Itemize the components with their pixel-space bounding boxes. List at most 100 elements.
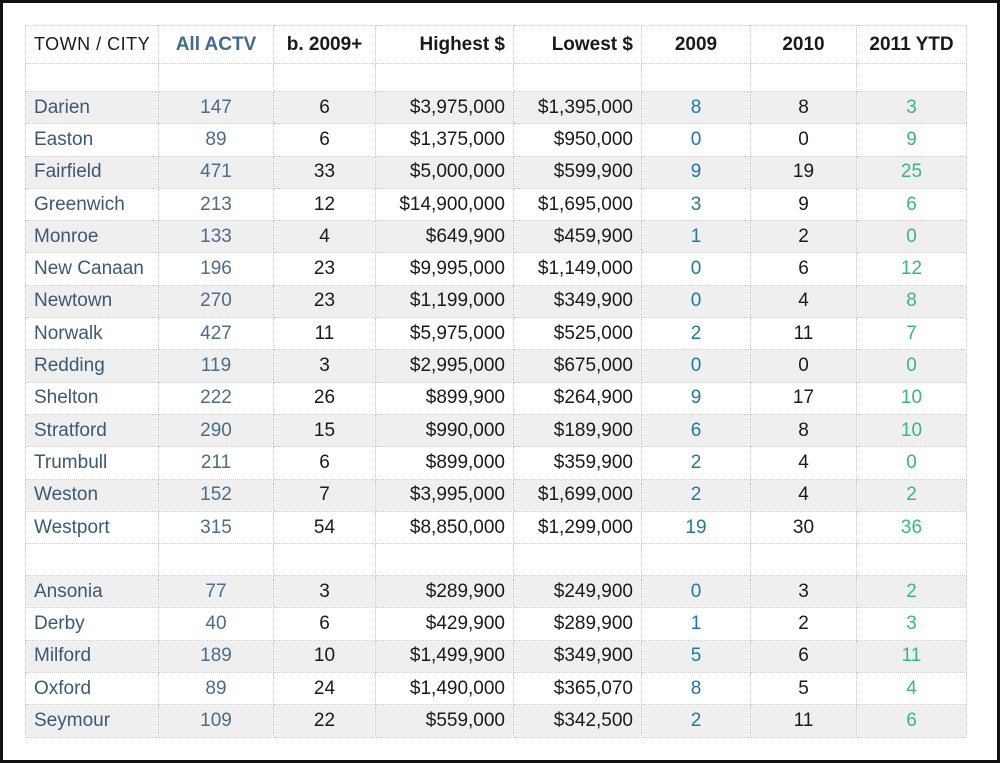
cell-all-actv: 77: [158, 575, 274, 609]
town-name-cell: Greenwich: [25, 187, 159, 222]
cell-b-2009: 3: [273, 349, 376, 383]
cell-b-2009: 23: [273, 252, 376, 286]
cell-highest: $1,490,000: [375, 672, 514, 706]
cell-all-actv: 89: [158, 123, 274, 157]
table-row-oxford: Oxford 89 24 $1,490,000 $365,070 8 5 4: [25, 672, 967, 706]
cell-2009: 2: [641, 446, 751, 480]
cell-all-actv: 89: [158, 672, 274, 706]
cell-b-2009: 24: [273, 672, 376, 706]
cell-2011-ytd: 11: [856, 639, 967, 674]
cell-2010: 30: [750, 510, 857, 545]
cell-lowest: $1,299,000: [513, 510, 642, 545]
cell-2010: 2: [750, 220, 857, 254]
table-row-norwalk: Norwalk 427 11 $5,975,000 $525,000 2 11 7: [25, 317, 967, 351]
column-header-2011-ytd: 2011 YTD: [856, 25, 967, 64]
cell-2010: 4: [750, 478, 857, 512]
table-row-weston: Weston 152 7 $3,995,000 $1,699,000 2 4 2: [25, 478, 967, 512]
cell-b-2009: 6: [273, 607, 376, 641]
column-header-2009: 2009: [641, 25, 751, 64]
spacer-cell: [25, 63, 159, 92]
cell-lowest: $599,900: [513, 155, 642, 189]
cell-lowest: $1,695,000: [513, 187, 642, 222]
cell-highest: $5,000,000: [375, 155, 514, 189]
header-spacer-row: [25, 63, 967, 92]
cell-2011-ytd: 4: [856, 672, 967, 706]
table-row-darien: Darien 147 6 $3,975,000 $1,395,000 8 8 3: [25, 90, 967, 125]
table-row-easton: Easton 89 6 $1,375,000 $950,000 0 0 9: [25, 123, 967, 157]
cell-lowest: $675,000: [513, 349, 642, 383]
cell-2009: 19: [641, 510, 751, 545]
cell-lowest: $289,900: [513, 607, 642, 641]
cell-b-2009: 6: [273, 446, 376, 480]
column-header-all-actv: All ACTV: [158, 25, 274, 64]
cell-lowest: $525,000: [513, 317, 642, 351]
town-name-cell: Trumbull: [25, 446, 159, 480]
cell-highest: $14,900,000: [375, 187, 514, 222]
cell-2009: 1: [641, 607, 751, 641]
cell-b-2009: 22: [273, 704, 376, 738]
cell-highest: $1,375,000: [375, 123, 514, 157]
cell-2011-ytd: 36: [856, 510, 967, 545]
table-row-trumbull: Trumbull 211 6 $899,000 $359,900 2 4 0: [25, 446, 967, 480]
table-body: Darien 147 6 $3,975,000 $1,395,000 8 8 3 Easton 8…: [25, 90, 967, 738]
cell-2011-ytd: 3: [856, 607, 967, 641]
cell-lowest: $459,900: [513, 220, 642, 254]
cell-2009: 2: [641, 478, 751, 512]
cell-all-actv: 109: [158, 704, 274, 738]
cell-highest: $3,975,000: [375, 90, 514, 125]
cell-all-actv: 119: [158, 349, 274, 383]
spacer-cell: [25, 543, 159, 577]
cell-2009: 6: [641, 413, 751, 448]
cell-2010: 17: [750, 381, 857, 415]
town-name-cell: Stratford: [25, 413, 159, 448]
town-name-cell: Monroe: [25, 220, 159, 254]
column-header-highest: Highest $: [375, 25, 514, 64]
table-row-milford: Milford 189 10 $1,499,900 $349,900 5 6 11: [25, 639, 967, 674]
cell-all-actv: 152: [158, 478, 274, 512]
cell-b-2009: 23: [273, 284, 376, 319]
cell-2009: 2: [641, 704, 751, 738]
cell-lowest: $1,699,000: [513, 478, 642, 512]
cell-lowest: $1,395,000: [513, 90, 642, 125]
cell-2010: 4: [750, 284, 857, 319]
cell-2009: 3: [641, 187, 751, 222]
cell-b-2009: 6: [273, 90, 376, 125]
table-row-westport: Westport 315 54 $8,850,000 $1,299,000 19 30 36: [25, 510, 967, 545]
cell-highest: $649,900: [375, 220, 514, 254]
cell-2011-ytd: 2: [856, 478, 967, 512]
table-row-fairfield: Fairfield 471 33 $5,000,000 $599,900 9 19 25: [25, 155, 967, 189]
cell-all-actv: 213: [158, 187, 274, 222]
cell-2011-ytd: 12: [856, 252, 967, 286]
table-row-monroe: Monroe 133 4 $649,900 $459,900 1 2 0: [25, 220, 967, 254]
cell-2009: 0: [641, 575, 751, 609]
table-row-ansonia: Ansonia 77 3 $289,900 $249,900 0 3 2: [25, 575, 967, 609]
cell-all-actv: 133: [158, 220, 274, 254]
town-name-cell: Seymour: [25, 704, 159, 738]
cell-2011-ytd: 9: [856, 123, 967, 157]
table-row-shelton: Shelton 222 26 $899,900 $264,900 9 17 10: [25, 381, 967, 415]
town-name-cell: Derby: [25, 607, 159, 641]
cell-2009: 8: [641, 90, 751, 125]
cell-2009: 0: [641, 123, 751, 157]
cell-lowest: $189,900: [513, 413, 642, 448]
spacer-cell: [641, 63, 751, 92]
cell-lowest: $249,900: [513, 575, 642, 609]
cell-2010: 4: [750, 446, 857, 480]
spacer-cell: [750, 543, 857, 577]
cell-highest: $2,995,000: [375, 349, 514, 383]
cell-lowest: $342,500: [513, 704, 642, 738]
town-name-cell: Westport: [25, 510, 159, 545]
cell-2010: 8: [750, 413, 857, 448]
cell-b-2009: 4: [273, 220, 376, 254]
cell-highest: $3,995,000: [375, 478, 514, 512]
town-name-cell: Fairfield: [25, 155, 159, 189]
cell-b-2009: 15: [273, 413, 376, 448]
cell-all-actv: 189: [158, 639, 274, 674]
cell-highest: $429,900: [375, 607, 514, 641]
cell-lowest: $950,000: [513, 123, 642, 157]
cell-highest: $990,000: [375, 413, 514, 448]
town-name-cell: Oxford: [25, 672, 159, 706]
spacer-cell: [641, 543, 751, 577]
cell-b-2009: 33: [273, 155, 376, 189]
town-name-cell: Newtown: [25, 284, 159, 319]
